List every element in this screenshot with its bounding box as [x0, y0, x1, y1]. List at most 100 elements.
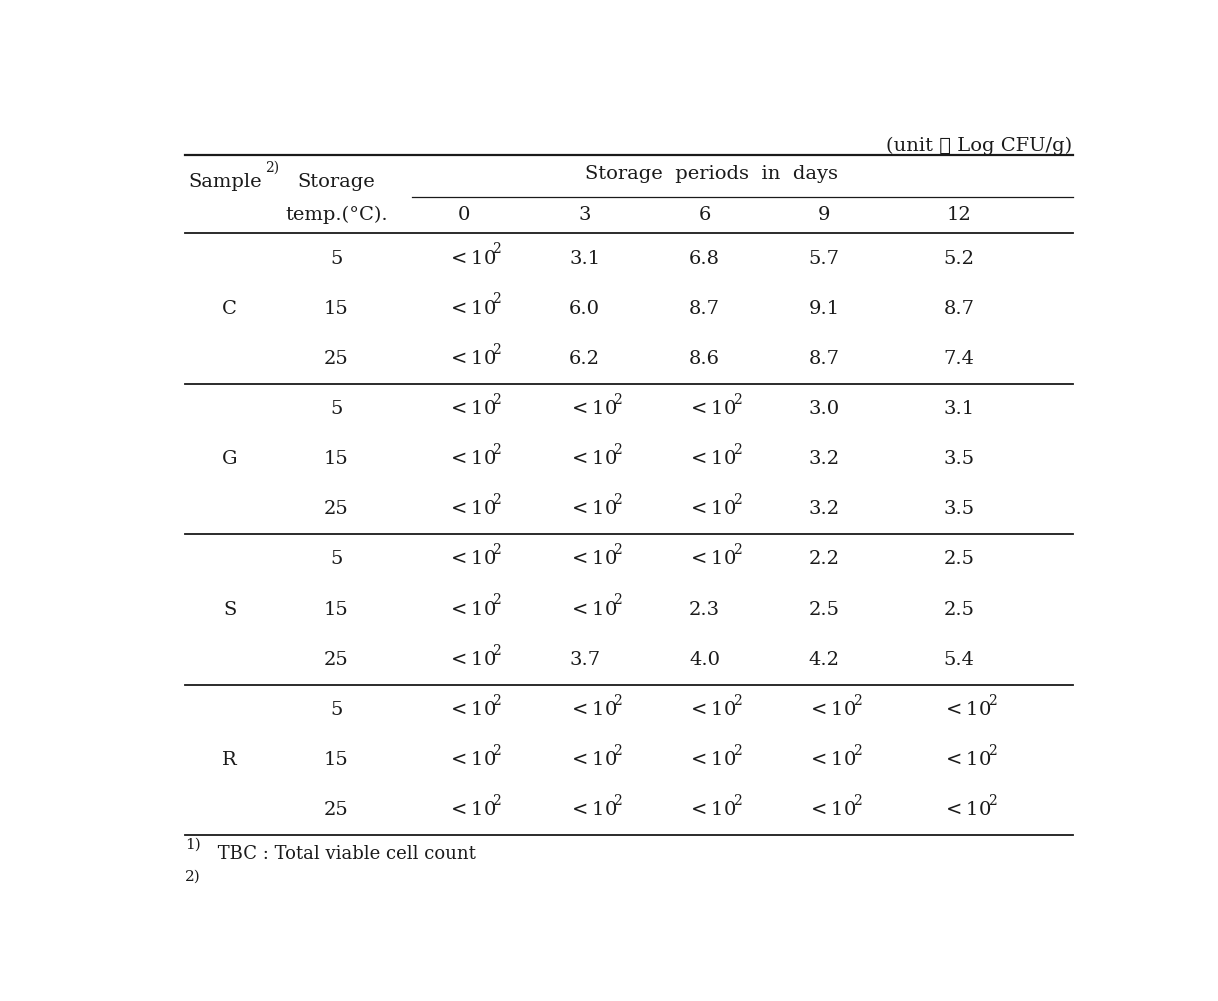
Text: 25: 25: [324, 500, 348, 519]
Text: 25: 25: [324, 349, 348, 367]
Text: 6: 6: [698, 206, 710, 224]
Text: $<$10: $<$10: [568, 450, 618, 468]
Text: $<$10: $<$10: [687, 701, 737, 719]
Text: 0: 0: [458, 206, 470, 224]
Text: 5: 5: [330, 249, 342, 267]
Text: 25: 25: [324, 802, 348, 819]
Text: 2): 2): [266, 161, 280, 175]
Text: 2: 2: [492, 694, 501, 708]
Text: G: G: [222, 450, 238, 468]
Text: 4.2: 4.2: [809, 651, 840, 669]
Text: 2: 2: [613, 493, 621, 508]
Text: 2): 2): [185, 870, 201, 884]
Text: 6.2: 6.2: [569, 349, 600, 367]
Text: $<$10: $<$10: [447, 701, 496, 719]
Text: $<$10: $<$10: [568, 802, 618, 819]
Text: 2: 2: [492, 242, 501, 256]
Text: 2: 2: [492, 744, 501, 758]
Text: temp.(°C).: temp.(°C).: [285, 206, 387, 224]
Text: 5: 5: [330, 400, 342, 418]
Text: $<$10: $<$10: [808, 751, 856, 769]
Text: 3.1: 3.1: [944, 400, 974, 418]
Text: 5.4: 5.4: [944, 651, 974, 669]
Text: 2: 2: [492, 794, 501, 808]
Text: 8.7: 8.7: [689, 299, 720, 317]
Text: $<$10: $<$10: [687, 400, 737, 418]
Text: $<$10: $<$10: [447, 349, 496, 367]
Text: 3.0: 3.0: [809, 400, 840, 418]
Text: 15: 15: [324, 450, 348, 468]
Text: 3.2: 3.2: [809, 500, 840, 519]
Text: TBC : Total viable cell count: TBC : Total viable cell count: [212, 845, 475, 863]
Text: $<$10: $<$10: [943, 802, 991, 819]
Text: $<$10: $<$10: [447, 249, 496, 267]
Text: 25: 25: [324, 651, 348, 669]
Text: 2: 2: [733, 694, 742, 708]
Text: 2: 2: [988, 744, 996, 758]
Text: Storage  periods  in  days: Storage periods in days: [585, 165, 838, 183]
Text: 7.4: 7.4: [944, 349, 974, 367]
Text: $<$10: $<$10: [568, 551, 618, 569]
Text: 2: 2: [853, 744, 861, 758]
Text: 3.7: 3.7: [569, 651, 600, 669]
Text: $<$10: $<$10: [568, 500, 618, 519]
Text: 3.2: 3.2: [809, 450, 840, 468]
Text: $<$10: $<$10: [687, 802, 737, 819]
Text: $<$10: $<$10: [943, 701, 991, 719]
Text: 6.8: 6.8: [689, 249, 720, 267]
Text: 3.5: 3.5: [944, 500, 974, 519]
Text: 2: 2: [733, 493, 742, 508]
Text: 2: 2: [492, 392, 501, 406]
Text: $<$10: $<$10: [568, 701, 618, 719]
Text: 5.2: 5.2: [944, 249, 974, 267]
Text: 2: 2: [613, 544, 621, 558]
Text: 2: 2: [853, 794, 861, 808]
Text: 2: 2: [733, 794, 742, 808]
Text: 9.1: 9.1: [809, 299, 840, 317]
Text: 3: 3: [579, 206, 591, 224]
Text: 15: 15: [324, 299, 348, 317]
Text: 12: 12: [946, 206, 972, 224]
Text: 1): 1): [185, 838, 201, 852]
Text: 2: 2: [492, 442, 501, 456]
Text: $<$10: $<$10: [687, 500, 737, 519]
Text: 2.5: 2.5: [944, 551, 974, 569]
Text: 2: 2: [613, 794, 621, 808]
Text: Storage: Storage: [297, 173, 375, 191]
Text: 6.0: 6.0: [569, 299, 600, 317]
Text: 5: 5: [330, 551, 342, 569]
Text: $<$10: $<$10: [447, 601, 496, 619]
Text: 2.3: 2.3: [689, 601, 720, 619]
Text: $<$10: $<$10: [447, 500, 496, 519]
Text: $<$10: $<$10: [687, 450, 737, 468]
Text: 5: 5: [330, 701, 342, 719]
Text: 2: 2: [492, 594, 501, 608]
Text: 2: 2: [492, 292, 501, 306]
Text: 2: 2: [613, 694, 621, 708]
Text: 8.6: 8.6: [689, 349, 720, 367]
Text: $<$10: $<$10: [943, 751, 991, 769]
Text: $<$10: $<$10: [447, 400, 496, 418]
Text: 2: 2: [988, 794, 996, 808]
Text: $<$10: $<$10: [808, 701, 856, 719]
Text: 2: 2: [613, 442, 621, 456]
Text: 2: 2: [492, 544, 501, 558]
Text: 2: 2: [492, 493, 501, 508]
Text: 2: 2: [733, 744, 742, 758]
Text: $<$10: $<$10: [568, 751, 618, 769]
Text: Sample: Sample: [188, 173, 262, 191]
Text: (unit ： Log CFU/g): (unit ： Log CFU/g): [887, 137, 1073, 155]
Text: $<$10: $<$10: [447, 299, 496, 317]
Text: 5.7: 5.7: [809, 249, 840, 267]
Text: 2: 2: [492, 342, 501, 356]
Text: 2: 2: [613, 744, 621, 758]
Text: 2: 2: [733, 544, 742, 558]
Text: 2: 2: [988, 694, 996, 708]
Text: 8.7: 8.7: [944, 299, 974, 317]
Text: R: R: [222, 751, 238, 769]
Text: 2.5: 2.5: [944, 601, 974, 619]
Text: 2: 2: [733, 442, 742, 456]
Text: $<$10: $<$10: [687, 751, 737, 769]
Text: 2: 2: [853, 694, 861, 708]
Text: $<$10: $<$10: [447, 551, 496, 569]
